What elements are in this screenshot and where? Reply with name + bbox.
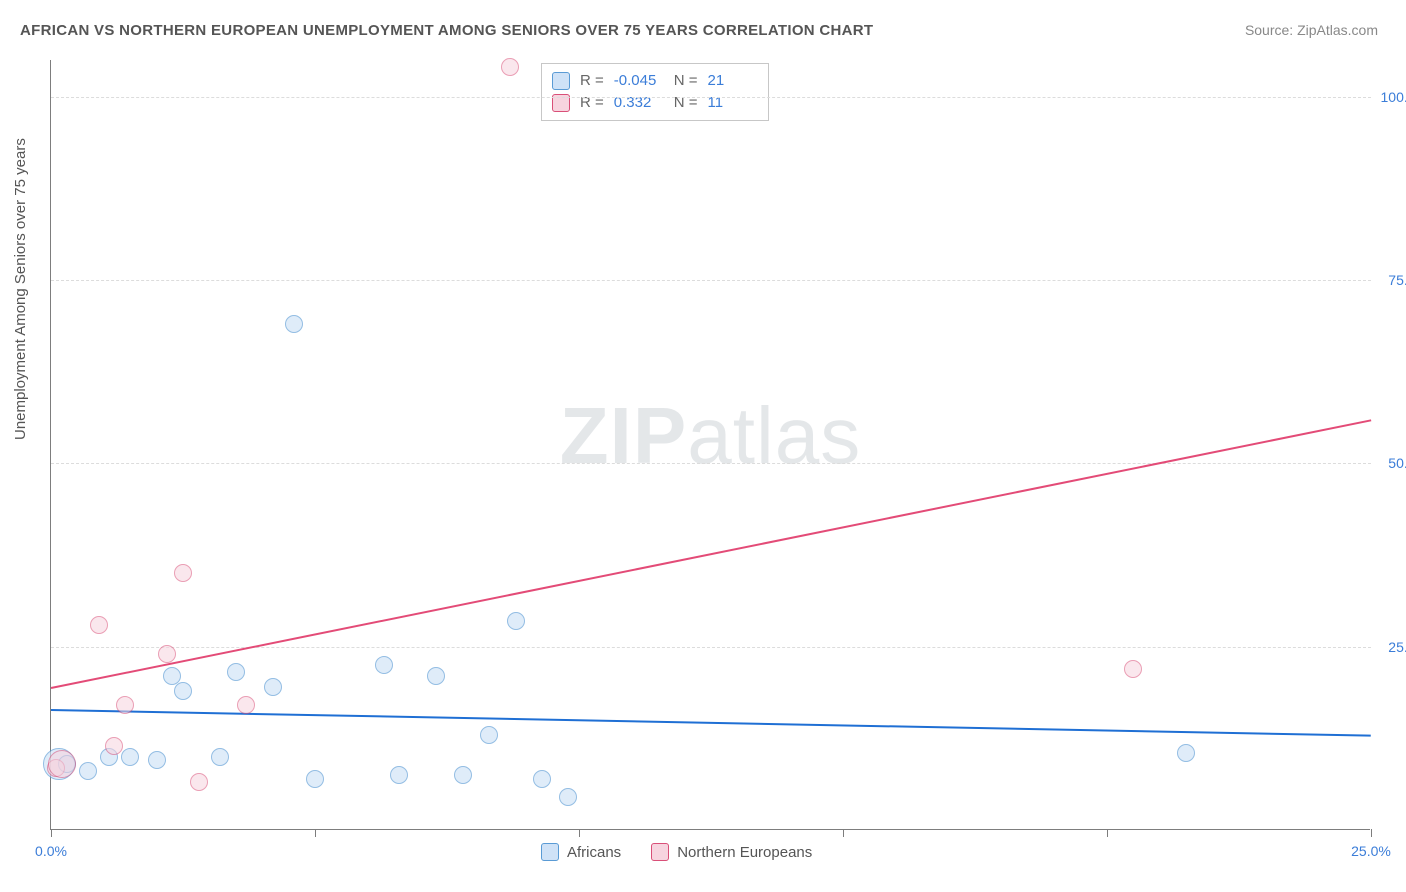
gridline <box>51 463 1371 464</box>
legend-swatch <box>552 72 570 90</box>
gridline <box>51 97 1371 98</box>
y-tick-label: 100.0% <box>1373 89 1406 105</box>
data-point <box>507 612 525 630</box>
data-point <box>211 748 229 766</box>
data-point <box>375 656 393 674</box>
scatter-plot: ZIPatlas R =-0.045N =21R =0.332N =11 Afr… <box>50 60 1370 830</box>
x-tick <box>843 829 844 837</box>
legend-item: Northern Europeans <box>651 843 812 861</box>
n-label: N = <box>674 92 698 114</box>
data-point <box>90 616 108 634</box>
data-point <box>390 766 408 784</box>
n-value: 21 <box>708 70 758 92</box>
r-label: R = <box>580 92 604 114</box>
series-legend: Africans Northern Europeans <box>541 843 812 861</box>
data-point <box>501 58 519 76</box>
data-point <box>306 770 324 788</box>
data-point <box>454 766 472 784</box>
plot-area: ZIPatlas R =-0.045N =21R =0.332N =11 Afr… <box>50 60 1370 830</box>
data-point <box>285 315 303 333</box>
x-tick <box>579 829 580 837</box>
legend-label: Africans <box>567 844 621 861</box>
data-point <box>480 726 498 744</box>
data-point <box>79 762 97 780</box>
data-point <box>121 748 139 766</box>
r-label: R = <box>580 70 604 92</box>
x-tick <box>51 829 52 837</box>
trend-line <box>51 419 1371 689</box>
r-value: -0.045 <box>614 70 664 92</box>
data-point <box>264 678 282 696</box>
data-point <box>559 788 577 806</box>
data-point <box>48 750 76 778</box>
y-tick-label: 25.0% <box>1373 639 1406 655</box>
y-tick-label: 50.0% <box>1373 455 1406 471</box>
chart-title: AFRICAN VS NORTHERN EUROPEAN UNEMPLOYMEN… <box>20 22 873 39</box>
data-point <box>533 770 551 788</box>
data-point <box>158 645 176 663</box>
data-point <box>1124 660 1142 678</box>
n-value: 11 <box>708 92 758 114</box>
data-point <box>174 682 192 700</box>
x-tick <box>1107 829 1108 837</box>
y-axis-title: Unemployment Among Seniors over 75 years <box>12 138 29 440</box>
data-point <box>116 696 134 714</box>
legend-label: Northern Europeans <box>677 844 812 861</box>
watermark: ZIPatlas <box>560 389 861 481</box>
data-point <box>105 737 123 755</box>
source-link[interactable]: ZipAtlas.com <box>1297 22 1378 38</box>
x-tick <box>315 829 316 837</box>
data-point <box>1177 744 1195 762</box>
data-point <box>148 751 166 769</box>
legend-swatch <box>541 843 559 861</box>
source-prefix: Source: <box>1245 22 1297 38</box>
gridline <box>51 280 1371 281</box>
y-tick-label: 75.0% <box>1373 272 1406 288</box>
legend-item: Africans <box>541 843 621 861</box>
source-attribution: Source: ZipAtlas.com <box>1245 22 1378 38</box>
data-point <box>237 696 255 714</box>
x-tick <box>1371 829 1372 837</box>
r-value: 0.332 <box>614 92 664 114</box>
legend-swatch <box>651 843 669 861</box>
stats-row: R = 0.332 N = 11 <box>552 92 758 114</box>
data-point <box>190 773 208 791</box>
n-label: N = <box>674 70 698 92</box>
data-point <box>174 564 192 582</box>
x-tick-label: 25.0% <box>1351 843 1391 859</box>
x-tick-label: 0.0% <box>35 843 67 859</box>
correlation-stats-box: R = -0.045 N = 21 R = 0.332 N = 11 <box>541 63 769 121</box>
data-point <box>427 667 445 685</box>
data-point <box>227 663 245 681</box>
stats-row: R = -0.045 N = 21 <box>552 70 758 92</box>
